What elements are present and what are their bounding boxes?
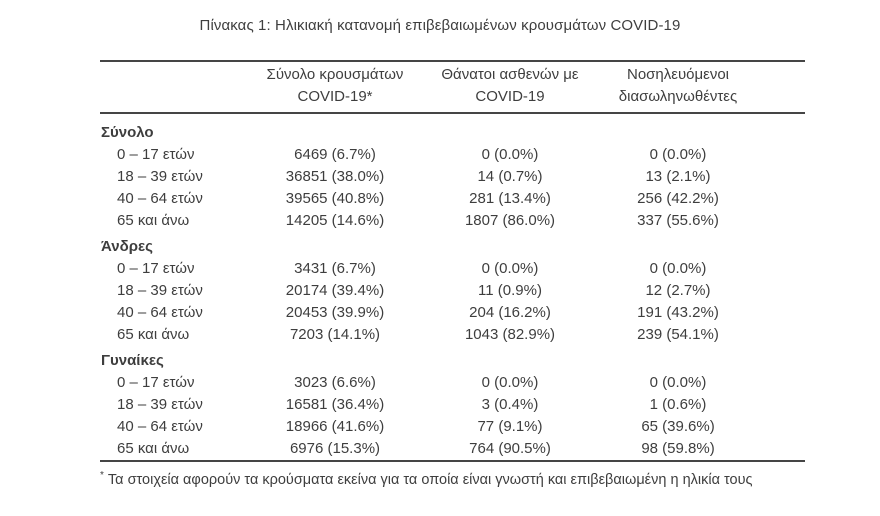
column-header-total-cases-line2: COVID-19*	[297, 88, 373, 105]
age-group-cell: 18 – 39 ετών	[117, 282, 203, 299]
table-row: 40 – 64 ετών 39565 (40.8%) 281 (13.4%) 2…	[100, 188, 805, 210]
table-row: 65 και άνω 7203 (14.1%) 1043 (82.9%) 239…	[100, 324, 805, 346]
cases-cell: 6976 (15.3%)	[289, 440, 381, 457]
table-body: Σύνολο 0 – 17 ετών 6469 (6.7%) 0 (0.0%) …	[100, 114, 805, 462]
row-spacer	[761, 302, 805, 324]
age-group-cell: 65 και άνω	[117, 326, 190, 343]
age-group-cell: 18 – 39 ετών	[117, 168, 203, 185]
age-group-cell: 0 – 17 ετών	[117, 146, 195, 163]
table-footnote: * Τα στοιχεία αφορούν τα κρούσματα εκείνα…	[100, 462, 805, 491]
section-header-women: Γυναίκες	[100, 350, 805, 372]
intubated-cell: 239 (54.1%)	[637, 326, 719, 343]
cases-cell: 7203 (14.1%)	[289, 326, 381, 343]
deaths-cell: 11 (0.9%)	[478, 282, 542, 299]
cases-cell: 36851 (38.0%)	[285, 168, 385, 185]
deaths-cell: 1807 (86.0%)	[464, 212, 556, 229]
column-header-total-cases: Σύνολο κρουσμάτων COVID-19*	[245, 64, 425, 108]
section-header-total: Σύνολο	[100, 122, 805, 144]
column-header-deaths-line1: Θάνατοι ασθενών με	[441, 66, 579, 83]
intubated-cell: 0 (0.0%)	[649, 260, 707, 277]
intubated-cell: 256 (42.2%)	[637, 190, 719, 207]
row-spacer	[761, 166, 805, 188]
deaths-cell: 0 (0.0%)	[481, 374, 539, 391]
row-spacer	[761, 394, 805, 416]
section-label: Άνδρες	[101, 238, 153, 255]
section-label: Σύνολο	[101, 124, 154, 141]
age-group-cell: 0 – 17 ετών	[117, 260, 195, 277]
age-group-cell: 65 και άνω	[117, 440, 190, 457]
table-title: Πίνακας 1: Ηλικιακή κατανομή επιβεβαιωμέ…	[199, 17, 681, 34]
table-row: 18 – 39 ετών 16581 (36.4%) 3 (0.4%) 1 (0…	[100, 394, 805, 416]
column-header-intubated-line2: διασωληνωθέντες	[618, 88, 738, 105]
deaths-cell: 14 (0.7%)	[477, 168, 543, 185]
footnote-asterisk: *	[100, 470, 104, 481]
cases-cell: 14205 (14.6%)	[285, 212, 385, 229]
footnote-text: Τα στοιχεία αφορούν τα κρούσματα εκείνα …	[107, 472, 753, 488]
row-spacer	[761, 144, 805, 166]
cases-cell: 20174 (39.4%)	[285, 282, 385, 299]
deaths-cell: 77 (9.1%)	[477, 418, 543, 435]
age-group-cell: 18 – 39 ετών	[117, 396, 203, 413]
column-header-deaths-line2: COVID-19	[475, 88, 545, 105]
section-header-men: Άνδρες	[100, 236, 805, 258]
deaths-cell: 3 (0.4%)	[481, 396, 539, 413]
intubated-cell: 0 (0.0%)	[649, 374, 707, 391]
cases-cell: 3023 (6.6%)	[294, 374, 376, 391]
table-row: 65 και άνω 6976 (15.3%) 764 (90.5%) 98 (…	[100, 438, 805, 460]
section-label: Γυναίκες	[101, 352, 164, 369]
row-spacer	[761, 280, 805, 302]
column-header-intubated: Νοσηλευόμενοι διασωληνωθέντες	[595, 64, 761, 108]
deaths-cell: 281 (13.4%)	[469, 190, 551, 207]
table-row: 0 – 17 ετών 6469 (6.7%) 0 (0.0%) 0 (0.0%…	[100, 144, 805, 166]
intubated-cell: 337 (55.6%)	[637, 212, 719, 229]
deaths-cell: 204 (16.2%)	[469, 304, 551, 321]
table-row: 0 – 17 ετών 3431 (6.7%) 0 (0.0%) 0 (0.0%…	[100, 258, 805, 280]
cases-cell: 3431 (6.7%)	[294, 260, 376, 277]
table-row: 40 – 64 ετών 20453 (39.9%) 204 (16.2%) 1…	[100, 302, 805, 324]
cases-cell: 6469 (6.7%)	[294, 146, 376, 163]
age-group-cell: 40 – 64 ετών	[117, 418, 203, 435]
table-row: 0 – 17 ετών 3023 (6.6%) 0 (0.0%) 0 (0.0%…	[100, 372, 805, 394]
table-row: 18 – 39 ετών 36851 (38.0%) 14 (0.7%) 13 …	[100, 166, 805, 188]
cases-cell: 20453 (39.9%)	[285, 304, 385, 321]
deaths-cell: 0 (0.0%)	[481, 146, 539, 163]
table-row: 65 και άνω 14205 (14.6%) 1807 (86.0%) 33…	[100, 210, 805, 232]
report-page: Πίνακας 1: Ηλικιακή κατανομή επιβεβαιωμέ…	[0, 17, 880, 516]
cases-cell: 18966 (41.6%)	[285, 418, 385, 435]
row-spacer	[761, 438, 805, 460]
age-group-cell: 65 και άνω	[117, 212, 190, 229]
deaths-cell: 764 (90.5%)	[469, 440, 551, 457]
intubated-cell: 65 (39.6%)	[641, 418, 715, 435]
intubated-cell: 13 (2.1%)	[645, 168, 711, 185]
row-spacer	[761, 258, 805, 280]
covid-age-distribution-table: Σύνολο κρουσμάτων COVID-19* Θάνατοι ασθε…	[100, 60, 805, 462]
row-spacer	[761, 324, 805, 346]
intubated-cell: 12 (2.7%)	[645, 282, 711, 299]
column-header-total-cases-line1: Σύνολο κρουσμάτων	[266, 66, 404, 83]
table-header-row: Σύνολο κρουσμάτων COVID-19* Θάνατοι ασθε…	[100, 62, 805, 114]
header-empty-cell	[100, 64, 245, 108]
intubated-cell: 0 (0.0%)	[649, 146, 707, 163]
intubated-cell: 1 (0.6%)	[649, 396, 707, 413]
age-group-cell: 40 – 64 ετών	[117, 304, 203, 321]
table-row: 18 – 39 ετών 20174 (39.4%) 11 (0.9%) 12 …	[100, 280, 805, 302]
deaths-cell: 1043 (82.9%)	[464, 326, 556, 343]
table-row: 40 – 64 ετών 18966 (41.6%) 77 (9.1%) 65 …	[100, 416, 805, 438]
cases-cell: 16581 (36.4%)	[285, 396, 385, 413]
row-spacer	[761, 416, 805, 438]
column-header-intubated-line1: Νοσηλευόμενοι	[626, 66, 729, 83]
header-spacer	[761, 64, 805, 108]
intubated-cell: 98 (59.8%)	[641, 440, 715, 457]
row-spacer	[761, 372, 805, 394]
row-spacer	[761, 188, 805, 210]
intubated-cell: 191 (43.2%)	[637, 304, 719, 321]
cases-cell: 39565 (40.8%)	[285, 190, 385, 207]
age-group-cell: 0 – 17 ετών	[117, 374, 195, 391]
deaths-cell: 0 (0.0%)	[481, 260, 539, 277]
age-group-cell: 40 – 64 ετών	[117, 190, 203, 207]
row-spacer	[761, 210, 805, 232]
column-header-deaths: Θάνατοι ασθενών με COVID-19	[425, 64, 595, 108]
